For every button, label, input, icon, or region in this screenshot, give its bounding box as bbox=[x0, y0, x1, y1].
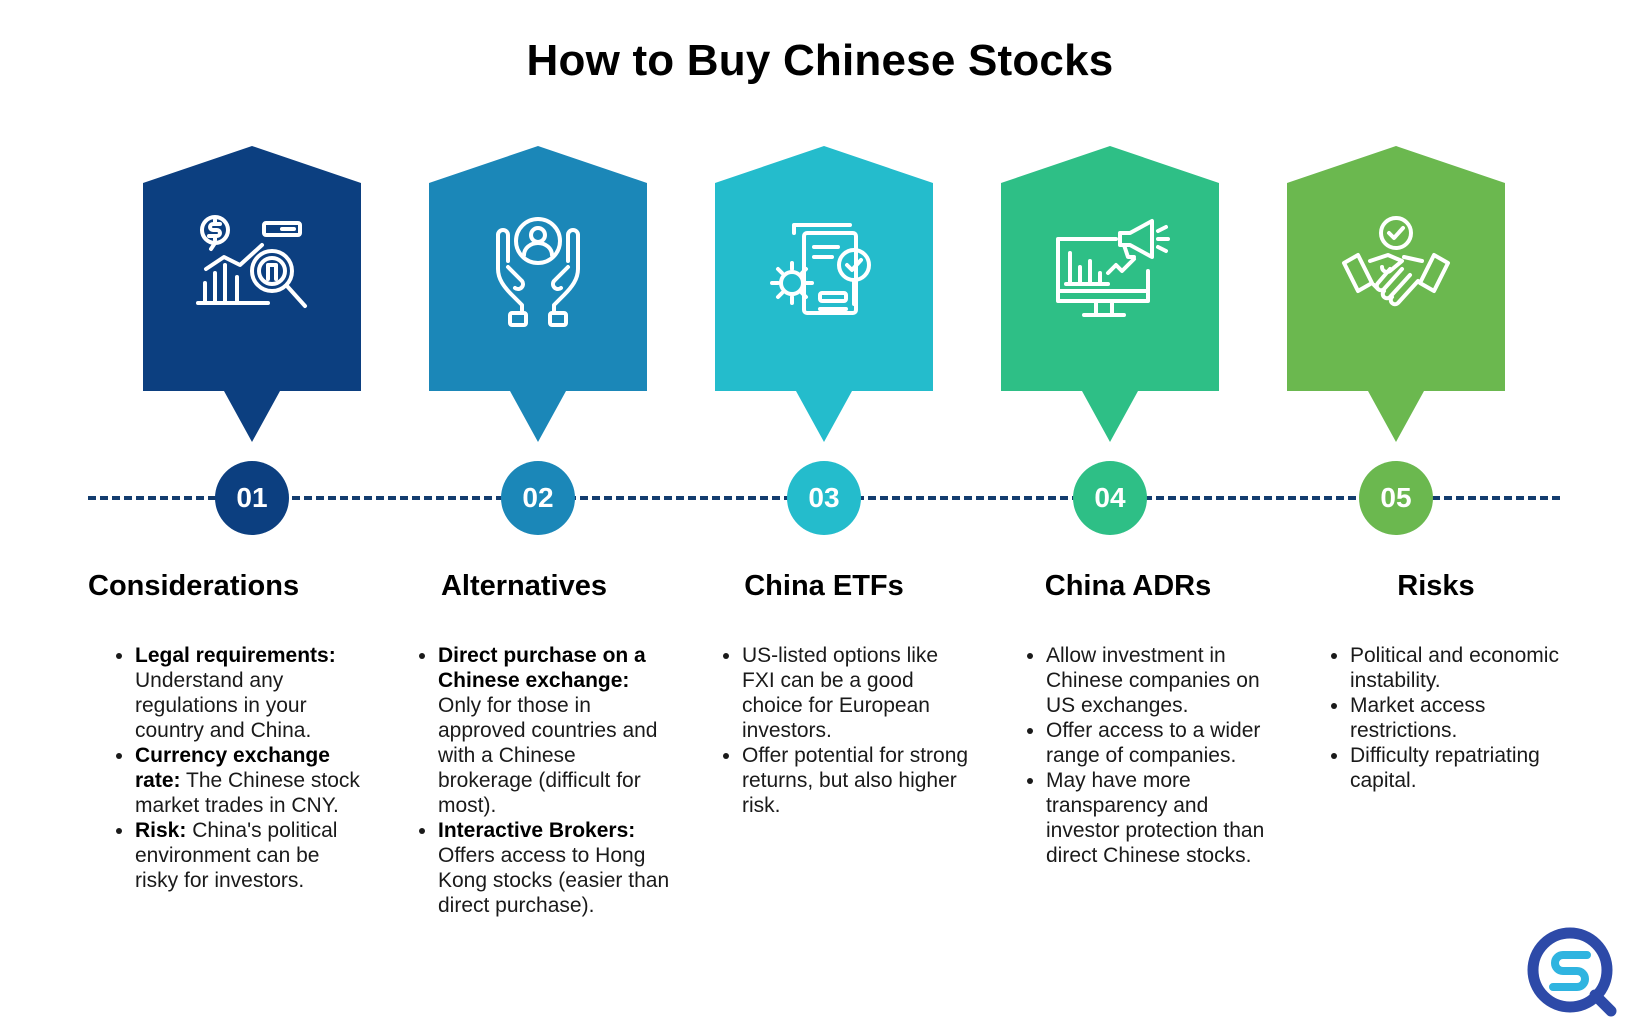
gear-document-check-icon bbox=[770, 223, 871, 315]
step-2-shape bbox=[429, 146, 647, 442]
step-3-bullets: US-listed options like FXI can be a good… bbox=[718, 643, 974, 818]
step-3-number-badge: 03 bbox=[787, 461, 861, 535]
step-2-pentagon bbox=[429, 146, 647, 442]
step-1-number-badge: 01 bbox=[215, 461, 289, 535]
list-item: Political and economic instability. bbox=[1350, 643, 1582, 693]
step-5-heading: Risks bbox=[1397, 570, 1475, 602]
step-4-bullets: Allow investment in Chinese companies on… bbox=[1022, 643, 1278, 868]
step-1-pentagon bbox=[143, 146, 361, 442]
step-1-heading: Considerations bbox=[88, 570, 300, 602]
hands-holding-person-icon bbox=[496, 217, 580, 327]
step-4-pentagon bbox=[1001, 146, 1219, 442]
step-2-number-badge: 02 bbox=[501, 461, 575, 535]
step-2-bullets: Direct purchase on a Chinese exchange: O… bbox=[414, 643, 670, 918]
page-title: How to Buy Chinese Stocks bbox=[526, 36, 1114, 85]
list-item: Currency exchange rate: The Chinese stoc… bbox=[135, 743, 367, 818]
monitor-chart-megaphone-icon bbox=[1056, 219, 1170, 317]
list-item: Offer potential for strong returns, but … bbox=[742, 743, 974, 818]
list-item: Offer access to a wider range of compani… bbox=[1046, 718, 1278, 768]
step-4-shape bbox=[1001, 146, 1219, 442]
sq-magnifier-logo-icon bbox=[1527, 927, 1617, 1017]
step-3-heading: China ETFs bbox=[744, 570, 904, 602]
step-1-shape bbox=[143, 146, 361, 442]
step-5-number-badge: 05 bbox=[1359, 461, 1433, 535]
step-4-heading: China ADRs bbox=[1044, 570, 1212, 602]
list-item: Interactive Brokers: Offers access to Ho… bbox=[438, 818, 670, 918]
list-item: Allow investment in Chinese companies on… bbox=[1046, 643, 1278, 718]
list-item: Risk: China's political environment can … bbox=[135, 818, 367, 893]
list-item: Market access restrictions. bbox=[1350, 693, 1582, 743]
step-5-shape bbox=[1287, 146, 1505, 442]
step-3-pentagon bbox=[715, 146, 933, 442]
handshake-check-icon bbox=[1342, 216, 1450, 307]
financial-analysis-icon bbox=[196, 215, 307, 308]
step-2-heading: Alternatives bbox=[440, 570, 607, 602]
step-1-bullets: Legal requirements: Understand any regul… bbox=[111, 643, 367, 893]
step-5-bullets: Political and economic instability. Mark… bbox=[1326, 643, 1582, 793]
list-item: Legal requirements: Understand any regul… bbox=[135, 643, 367, 743]
step-4-number-badge: 04 bbox=[1073, 461, 1147, 535]
list-item: Direct purchase on a Chinese exchange: O… bbox=[438, 643, 670, 818]
step-5-pentagon bbox=[1287, 146, 1505, 442]
list-item: Difficulty repatriating capital. bbox=[1350, 743, 1582, 793]
list-item: US-listed options like FXI can be a good… bbox=[742, 643, 974, 743]
list-item: May have more transparency and investor … bbox=[1046, 768, 1278, 868]
